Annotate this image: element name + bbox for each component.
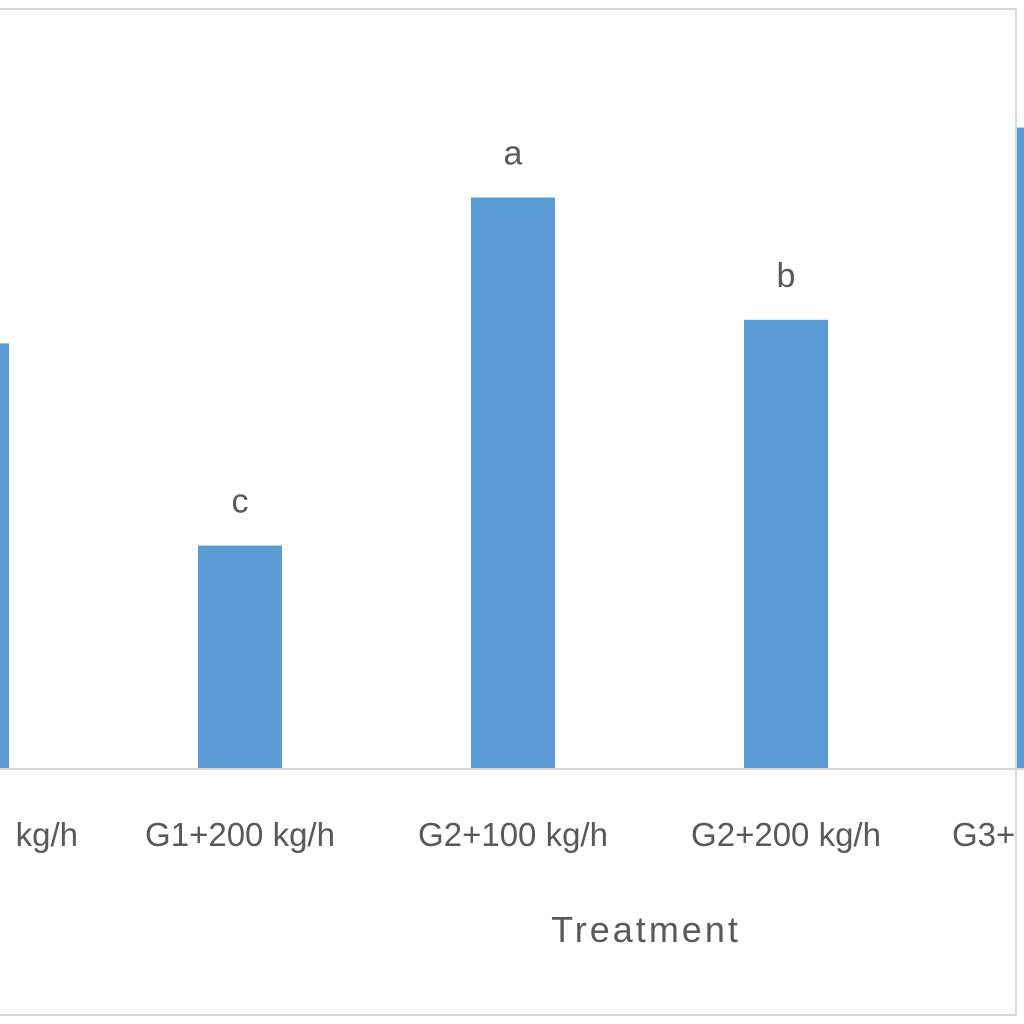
x-tick-label-0: kg/h [16,816,78,853]
significance-labels-layer: c a b [232,134,796,520]
significance-label-1: c [232,483,249,521]
bars-layer [0,127,1024,770]
x-tick-label-2: G2+100 kg/h [418,816,608,853]
x-tick-label-1: G1+200 kg/h [145,816,335,853]
bar-1 [198,545,282,769]
significance-label-2: a [504,134,523,172]
bar-0 [0,343,9,769]
x-axis-title: Treatment [551,909,741,950]
x-tick-labels-layer: kg/h G1+200 kg/h G2+100 kg/h G2+200 kg/h G3+ [16,816,1016,853]
bar-4 [1017,127,1024,769]
x-tick-label-3: G2+200 kg/h [691,816,881,853]
bar-3 [744,319,828,769]
x-tick-label-4: G3+ [952,816,1015,853]
significance-label-3: b [777,257,796,295]
chart-border [0,8,1017,1016]
bar-2 [471,197,555,770]
